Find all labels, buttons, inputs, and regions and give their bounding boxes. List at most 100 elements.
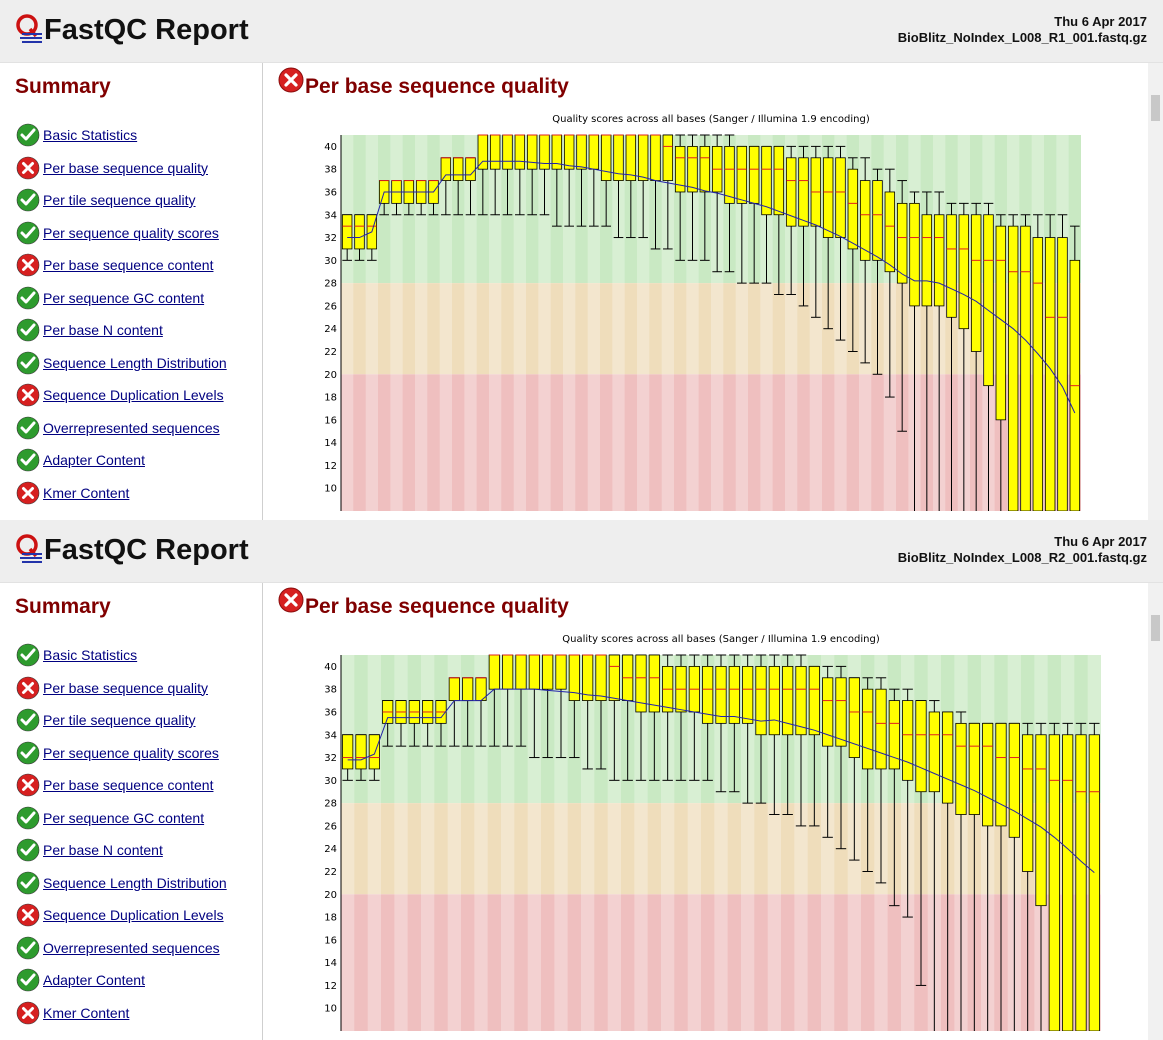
quality-box	[595, 654, 607, 701]
column-stripe	[711, 135, 724, 511]
column-stripe	[661, 135, 674, 511]
quality-box	[440, 157, 452, 181]
pass-check-icon	[16, 968, 40, 992]
fail-cross-icon	[16, 383, 40, 407]
summary-link[interactable]: Per sequence quality scores	[43, 224, 219, 241]
pass-check-icon	[16, 123, 40, 147]
summary-item: Per sequence quality scores	[16, 221, 219, 245]
fastqc-logo-icon	[16, 14, 42, 43]
summary-link[interactable]: Per tile sequence quality	[43, 712, 196, 728]
quality-box	[728, 665, 740, 724]
pass-check-icon	[16, 643, 40, 667]
chart-title: Quality scores across all bases (Sanger …	[562, 634, 880, 645]
y-tick-label: 18	[324, 393, 337, 404]
scrollbar-thumb[interactable]	[1151, 95, 1160, 121]
quality-box	[995, 722, 1007, 827]
quality-box	[650, 134, 661, 181]
quality-box	[588, 134, 600, 170]
column-stripe	[686, 135, 699, 511]
quality-box	[773, 145, 785, 216]
quality-box	[582, 654, 594, 701]
summary-item: Kmer Content	[16, 481, 129, 505]
summary-link[interactable]: Per base N content	[43, 322, 163, 338]
bad-quality-zone	[341, 374, 1081, 511]
quality-box	[909, 202, 920, 307]
quality-boxplot-chart: Quality scores across all bases (Sanger …	[324, 114, 1081, 511]
summary-item: Kmer Content	[16, 1001, 129, 1025]
summary-sidebar: Summary Basic Statistics Per base sequenc…	[0, 63, 263, 520]
summary-link[interactable]: Basic Statistics	[43, 127, 138, 143]
summary-link[interactable]: Overrepresented sequences	[43, 419, 220, 436]
y-tick-label: 34	[324, 730, 337, 741]
quality-box	[970, 214, 982, 352]
summary-item: Adapter Content	[16, 448, 145, 472]
summary-link[interactable]: Per base sequence quality	[43, 159, 208, 176]
quality-box	[968, 722, 980, 815]
column-stripe	[527, 655, 541, 1031]
quality-box	[368, 734, 380, 770]
summary-link[interactable]: Overrepresented sequences	[43, 939, 220, 956]
quality-box	[648, 654, 660, 713]
column-stripe	[341, 135, 354, 511]
summary-link[interactable]: Basic Statistics	[43, 647, 138, 663]
summary-link[interactable]: Sequence Duplication Levels	[43, 387, 224, 403]
quality-box	[687, 145, 698, 193]
quality-box	[946, 214, 957, 318]
column-stripe	[447, 655, 461, 1031]
summary-item: Sequence Duplication Levels	[16, 383, 224, 407]
mean-quality-line	[347, 160, 1076, 414]
summary-link[interactable]: Adapter Content	[43, 972, 145, 988]
column-stripe	[794, 655, 808, 1031]
summary-link[interactable]: Kmer Content	[43, 484, 130, 501]
summary-link[interactable]: Kmer Content	[43, 1004, 130, 1021]
quality-box	[928, 711, 940, 793]
column-stripe	[587, 135, 600, 511]
column-stripe	[489, 135, 502, 511]
pass-check-icon	[16, 286, 40, 309]
y-tick-label: 28	[324, 799, 337, 810]
fail-cross-icon	[16, 773, 40, 797]
quality-box	[354, 214, 365, 250]
report-meta: Thu 6 Apr 2017 BioBlitz_NoIndex_L008_R1_…	[898, 14, 1147, 46]
quality-box	[822, 157, 834, 238]
column-stripe	[607, 655, 621, 1031]
summary-link[interactable]: Per sequence GC content	[43, 289, 205, 306]
quality-box	[1022, 734, 1034, 872]
column-stripe	[735, 135, 748, 511]
column-stripe	[474, 655, 488, 1031]
summary-link[interactable]: Sequence Length Distribution	[43, 354, 227, 371]
summary-link[interactable]: Per base N content	[43, 842, 163, 858]
quality-box	[755, 665, 767, 736]
y-tick-label: 40	[324, 662, 337, 673]
summary-link[interactable]: Sequence Duplication Levels	[43, 907, 224, 923]
summary-item: Overrepresented sequences	[16, 936, 220, 960]
warn-quality-zone	[341, 283, 1081, 375]
summary-link[interactable]: Per sequence GC content	[43, 809, 205, 826]
summary-link[interactable]: Per tile sequence quality	[43, 192, 196, 208]
column-stripe	[513, 135, 526, 511]
summary-link[interactable]: Per sequence quality scores	[43, 744, 219, 761]
scrollbar-thumb[interactable]	[1151, 615, 1160, 641]
column-stripe	[809, 135, 822, 511]
column-stripe	[464, 135, 477, 511]
summary-link[interactable]: Sequence Length Distribution	[43, 874, 227, 891]
scrollbar[interactable]	[1148, 63, 1163, 520]
fail-cross-icon	[16, 676, 40, 699]
quality-box	[1088, 734, 1100, 1031]
pass-check-icon	[16, 448, 40, 472]
summary-link[interactable]: Per base sequence content	[43, 257, 214, 273]
summary-link[interactable]: Adapter Content	[43, 452, 145, 468]
quality-box	[502, 134, 513, 170]
quality-box	[798, 157, 809, 227]
y-tick-label: 14	[324, 958, 337, 969]
quality-box	[1048, 734, 1060, 1031]
summary-link[interactable]: Per base sequence content	[43, 777, 214, 793]
summary-link[interactable]: Per base sequence quality	[43, 679, 208, 696]
pass-check-icon	[16, 871, 40, 894]
summary-sidebar: Summary Basic Statistics Per base sequenc…	[0, 583, 263, 1040]
quality-box	[782, 665, 794, 736]
scrollbar[interactable]	[1148, 583, 1163, 1040]
quality-box	[1035, 734, 1047, 907]
pass-check-icon	[16, 936, 40, 959]
quality-box	[736, 145, 748, 204]
